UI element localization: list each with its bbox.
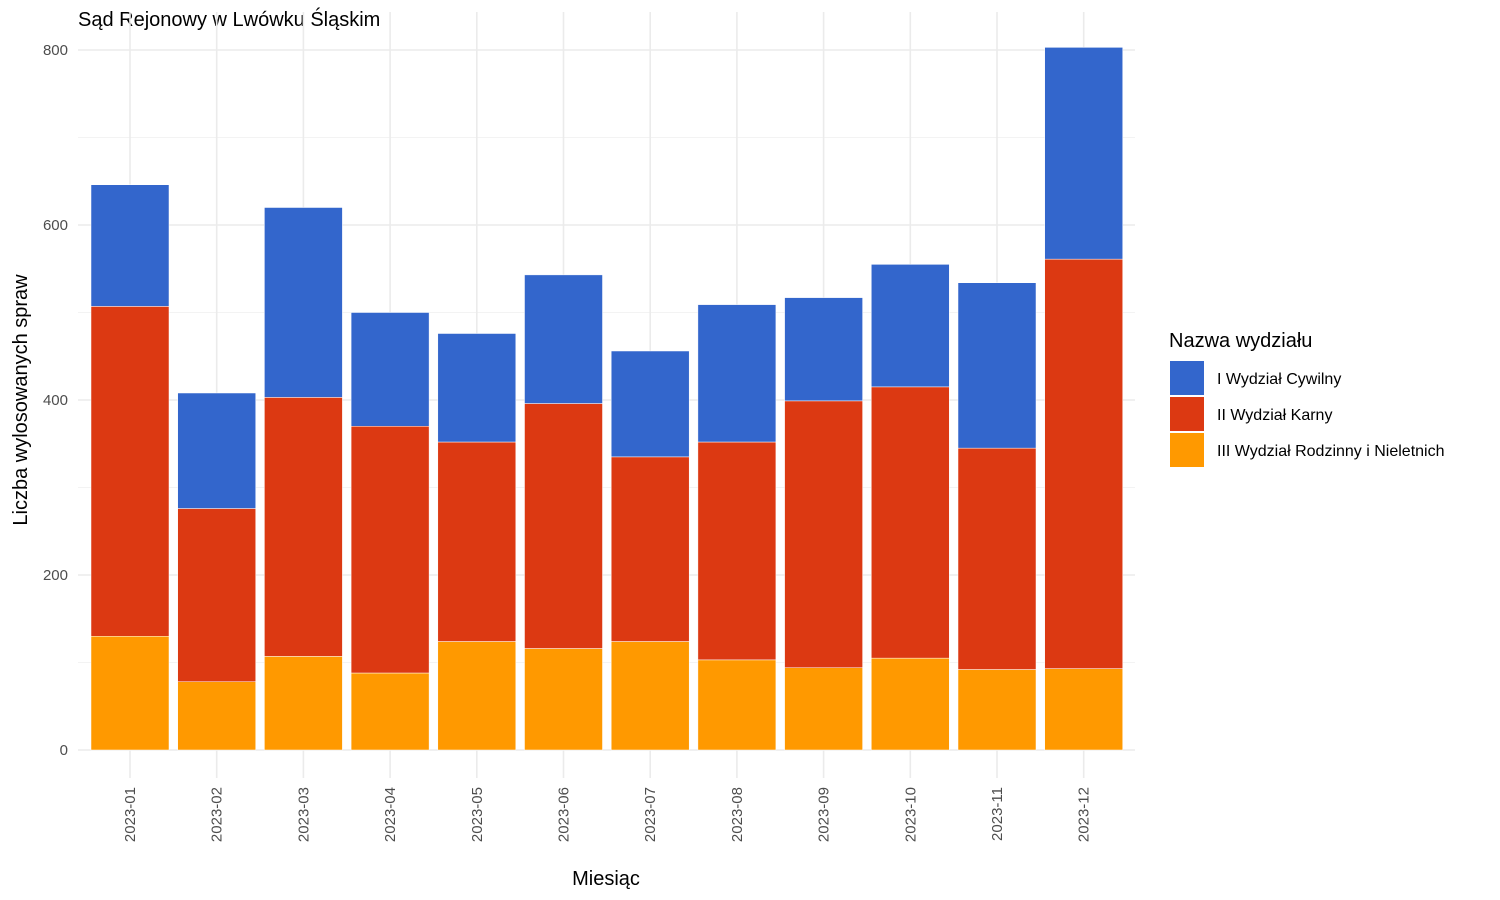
bar-segment	[871, 264, 950, 388]
x-tick-label: 2023-09	[816, 787, 833, 842]
bar-segment	[1044, 47, 1123, 260]
y-axis-title: Liczba wylosowanych spraw	[10, 274, 32, 526]
bar-segment	[957, 282, 1037, 449]
bar-segment	[784, 400, 863, 668]
bar-segment	[610, 456, 690, 642]
bar-segment	[784, 667, 863, 751]
legend-title: Nazwa wydziału	[1169, 330, 1312, 352]
bars	[90, 47, 1123, 751]
bar-segment	[610, 350, 690, 458]
legend-swatch	[1170, 397, 1204, 431]
bar-segment	[524, 648, 603, 751]
bar-segment	[610, 641, 690, 751]
y-tick-label: 800	[43, 42, 68, 59]
x-tick-label: 2023-07	[642, 787, 659, 842]
bar-segment	[90, 636, 170, 751]
legend-label: I Wydział Cywilny	[1217, 371, 1341, 388]
bar-segment	[524, 274, 603, 404]
x-tick-label: 2023-06	[556, 787, 573, 842]
bar-segment	[697, 304, 777, 443]
bar-segment	[177, 681, 256, 751]
bar-segment	[90, 306, 170, 637]
x-tick-label: 2023-05	[469, 787, 486, 842]
x-axis-title: Miesiąc	[572, 868, 640, 890]
y-tick-label: 200	[43, 567, 68, 584]
bar-segment	[264, 207, 343, 398]
bar-segment	[957, 447, 1037, 670]
bar-segment	[437, 441, 517, 642]
bar-segment	[350, 672, 430, 751]
bar-segment	[524, 403, 603, 649]
bar-segment	[90, 184, 170, 307]
x-tick-label: 2023-04	[382, 787, 399, 842]
x-tick-label: 2023-11	[989, 787, 1006, 841]
y-tick-label: 0	[60, 742, 68, 759]
legend-swatch	[1170, 433, 1204, 467]
bar-segment	[871, 386, 950, 659]
x-tick-label: 2023-02	[209, 787, 226, 842]
bar-segment	[437, 333, 517, 443]
bar-segment	[697, 441, 777, 661]
x-tick-label: 2023-12	[1076, 787, 1093, 842]
bar-segment	[177, 508, 256, 682]
bar-segment	[957, 669, 1037, 751]
x-tick-label: 2023-10	[902, 787, 919, 842]
y-tick-label: 400	[43, 392, 68, 409]
legend: Nazwa wydziału I Wydział Cywilny II Wydzi…	[1169, 330, 1445, 467]
bar-segment	[177, 392, 256, 509]
bar-segment	[1044, 668, 1123, 751]
bar-segment	[264, 656, 343, 751]
bar-segment	[350, 312, 430, 427]
y-axis-ticks: 0 200 400 600 800	[43, 42, 68, 759]
x-axis-ticks: 2023-01 2023-02 2023-03 2023-04 2023-05 2023-…	[122, 787, 1093, 842]
bar-segment	[697, 659, 777, 751]
legend-label: III Wydział Rodzinny i Nieletnich	[1217, 443, 1445, 460]
y-tick-label: 600	[43, 217, 68, 234]
x-tick-label: 2023-03	[295, 787, 312, 842]
x-tick-label: 2023-08	[729, 787, 746, 842]
legend-label: II Wydział Karny	[1217, 407, 1332, 424]
bar-segment	[784, 297, 863, 402]
bar-segment	[437, 641, 517, 751]
bar-segment	[871, 657, 950, 751]
legend-swatch	[1170, 361, 1204, 395]
bar-segment	[1044, 258, 1123, 669]
bar-segment	[350, 426, 430, 674]
chart-title: Sąd Rejonowy w Lwówku Śląskim	[78, 7, 380, 31]
bar-segment	[264, 397, 343, 657]
x-tick-label: 2023-01	[122, 787, 139, 842]
